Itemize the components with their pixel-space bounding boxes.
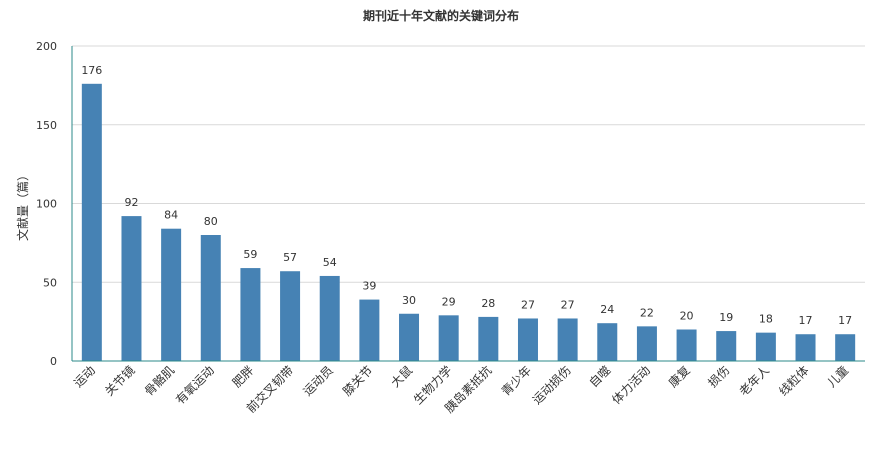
bar: [359, 299, 380, 361]
x-tick-label: 线粒体: [776, 363, 812, 399]
data-label: 29: [442, 295, 456, 308]
bar: [121, 216, 142, 361]
data-label: 80: [204, 215, 218, 228]
bar: [399, 313, 420, 361]
y-tick-label: 150: [36, 119, 57, 132]
data-label: 30: [402, 294, 416, 307]
bar: [319, 275, 340, 361]
x-tick-label: 老年人: [737, 363, 772, 398]
bar: [81, 83, 102, 362]
x-tick-label: 肥胖: [230, 363, 257, 390]
y-tick-label: 100: [36, 198, 57, 211]
bar: [478, 316, 499, 361]
data-labels: 176 92 84 80 59 57 54 39 30 29 28 27 27 24 22 20 19 18 17 1…: [81, 64, 852, 327]
x-tick-label: 膝关节: [340, 363, 375, 398]
bar: [835, 334, 856, 361]
x-tick-label: 骨骼肌: [141, 363, 177, 399]
axes: [71, 46, 865, 362]
x-tick-label: 运动损伤: [530, 363, 574, 407]
bar: [636, 326, 657, 361]
x-tick-label: 有氧运动: [173, 363, 217, 407]
bar: [597, 323, 618, 361]
data-label: 59: [243, 248, 257, 261]
gridlines: [72, 45, 865, 283]
data-label: 176: [81, 64, 102, 77]
x-tick-label: 关节镜: [102, 363, 138, 399]
bar: [438, 315, 459, 361]
bar: [200, 235, 221, 361]
data-label: 28: [481, 297, 495, 310]
bar: [557, 318, 578, 361]
data-label: 22: [640, 306, 654, 319]
chart-title: 期刊近十年文献的关键词分布: [363, 8, 519, 23]
bar: [517, 318, 538, 361]
x-tick-label: 儿童: [824, 363, 852, 391]
data-label: 24: [600, 303, 614, 316]
y-axis-label: 文献量（篇）: [15, 169, 30, 241]
data-label: 92: [124, 196, 138, 209]
data-label: 27: [561, 298, 575, 311]
data-label: 20: [680, 310, 694, 323]
bar: [676, 329, 697, 361]
x-tick-label: 运动员: [300, 363, 335, 398]
bar: [795, 334, 816, 361]
data-label: 39: [362, 280, 376, 293]
bar: [716, 331, 737, 361]
data-label: 19: [719, 311, 733, 324]
x-tick-label: 体力活动: [609, 363, 653, 407]
data-label: 57: [283, 251, 297, 264]
bar: [755, 332, 776, 361]
y-tick-label: 50: [43, 276, 57, 289]
y-axis-ticks: 0 50 100 150 200: [36, 40, 57, 368]
x-tick-label: 大鼠: [388, 363, 415, 390]
x-tick-label: 损伤: [705, 363, 732, 390]
x-tick-label: 运动: [71, 363, 98, 390]
x-tick-label: 青少年: [499, 363, 534, 398]
data-label: 17: [838, 314, 852, 327]
y-tick-label: 200: [36, 40, 57, 53]
data-label: 18: [759, 313, 773, 326]
bar: [240, 268, 261, 361]
data-label: 27: [521, 298, 535, 311]
bars: [81, 83, 856, 362]
x-tick-label: 康复: [665, 363, 693, 391]
data-label: 54: [323, 256, 337, 269]
data-label: 84: [164, 209, 178, 222]
data-label: 17: [799, 314, 813, 327]
bar: [280, 271, 301, 361]
y-tick-label: 0: [50, 355, 57, 368]
bar: [161, 228, 182, 361]
x-tick-label: 自噬: [586, 363, 614, 391]
